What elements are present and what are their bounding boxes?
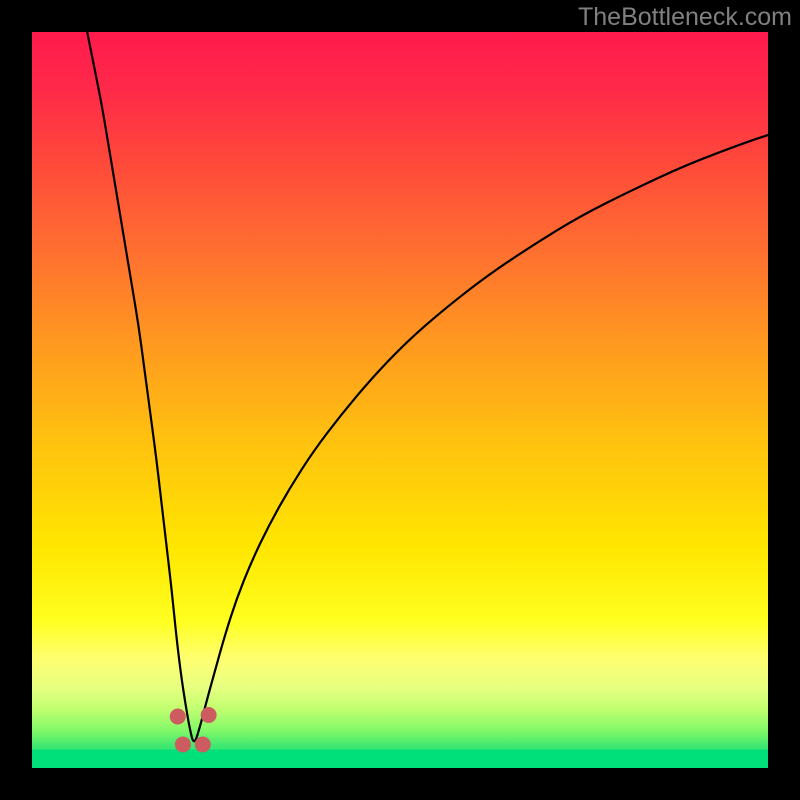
marker-point bbox=[170, 708, 186, 724]
gradient-background bbox=[32, 32, 768, 768]
marker-point bbox=[201, 707, 217, 723]
chart-svg bbox=[32, 32, 768, 768]
marker-point bbox=[195, 736, 211, 752]
watermark-text: TheBottleneck.com bbox=[578, 3, 792, 32]
plot-area bbox=[32, 32, 768, 768]
marker-point bbox=[175, 736, 191, 752]
bottom-band bbox=[32, 750, 768, 768]
